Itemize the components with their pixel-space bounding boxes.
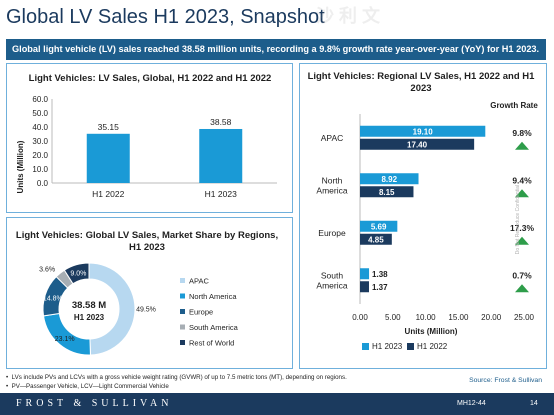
chart-title-line-2: H1 2023 (129, 242, 165, 253)
data-label: 17.40 (407, 140, 428, 149)
growth-up-arrow-icon (515, 284, 529, 293)
y-tick-label: 40.0 (32, 123, 48, 132)
side-note: Do Not Reproduce Confidential (515, 185, 521, 255)
slice-label-rest-of-world: 9.0% (70, 271, 86, 278)
category-label-europe: Europe (318, 228, 346, 238)
growth-up-arrow-icon (515, 189, 529, 198)
legend-label-h1-2022: H1 2022 (417, 342, 448, 351)
y-tick-label: 60.0 (32, 95, 48, 104)
slice-label-europe: 14.8% (43, 295, 63, 302)
market-share-panel: Light Vehicles: Global LV Sales, Market … (6, 217, 293, 369)
data-label: 35.15 (98, 122, 120, 132)
x-tick-label: 10.00 (416, 313, 437, 322)
bar-europe-h1-2023 (360, 220, 398, 232)
category-label-north-america: America (316, 185, 347, 195)
y-tick-label: 10.0 (32, 165, 48, 174)
legend-label-rest-of-world: Rest of World (189, 339, 234, 348)
legend-label-europe: Europe (189, 308, 213, 317)
bar-europe-h1-2022 (360, 233, 392, 245)
growth-rate-apac: 9.8% (512, 128, 532, 138)
legend-label-south-america: South America (189, 323, 239, 332)
legend-swatch-h1-2023 (362, 343, 369, 350)
footnote-1: • LVs include PVs and LCVs with a gross … (6, 374, 347, 381)
legend-label-apac: APAC (189, 277, 209, 286)
category-label-south-america: South (321, 270, 343, 280)
legend-swatch-apac (180, 278, 185, 283)
legend-swatch-north-america (180, 293, 185, 299)
chart-title-line-1: Light Vehicles: Regional LV Sales, H1 20… (308, 71, 536, 82)
y-tick-label: 30.0 (32, 137, 48, 146)
y-axis-label: Units (Million) (16, 140, 25, 193)
x-tick-label: 5.00 (385, 313, 401, 322)
category-label-south-america: America (316, 280, 347, 290)
growth-rate-south-america: 0.7% (512, 270, 532, 280)
market-share-chart: Light Vehicles: Global LV Sales, Market … (16, 230, 278, 356)
summary-banner: Global light vehicle (LV) sales reached … (6, 39, 546, 60)
x-tick-label: 0.00 (352, 313, 368, 322)
document-code: MH12-44 (457, 400, 486, 407)
footnote-2-text: PV—Passenger Vehicle, LCV—Light Commerci… (11, 383, 169, 390)
bar-h1-2022 (86, 133, 130, 183)
footer-bar: FROST & SULLIVAN MH12-44 14 (0, 393, 554, 415)
bar-apac-h1-2022 (360, 138, 475, 150)
growth-rate-europe: 17.3% (510, 223, 535, 233)
x-tick-label: H1 2023 (205, 189, 237, 199)
growth-up-arrow-icon (515, 141, 529, 150)
slice-apac (88, 262, 136, 356)
growth-up-arrow-icon (515, 236, 529, 245)
y-tick-label: 50.0 (32, 109, 48, 118)
data-label: 4.85 (368, 235, 384, 244)
slice-label-south-america: 3.6% (39, 266, 55, 273)
x-tick-label: 25.00 (514, 313, 535, 322)
x-tick-label: H1 2022 (92, 189, 124, 199)
data-label: 8.92 (381, 175, 397, 184)
category-label-north-america: North (322, 175, 343, 185)
source-note: Source: Frost & Sullivan (469, 377, 542, 384)
y-tick-label: 0.0 (37, 179, 49, 188)
x-tick-label: 15.00 (448, 313, 469, 322)
bar-south-america-h1-2022 (360, 281, 369, 293)
global-sales-chart: Light Vehicles: LV Sales, Global, H1 202… (16, 73, 277, 199)
data-label: 38.58 (210, 117, 232, 127)
bar-north-america-h1-2023 (360, 173, 419, 185)
category-label-apac: APAC (321, 133, 344, 143)
brand-logo-text: FROST & SULLIVAN (16, 398, 173, 409)
slice-rest-of-world (63, 262, 90, 285)
legend-swatch-h1-2022 (407, 343, 414, 350)
chart-title: Light Vehicles: LV Sales, Global, H1 202… (29, 73, 272, 84)
data-label: 8.15 (379, 188, 395, 197)
footnote-2: • PV—Passenger Vehicle, LCV—Light Commer… (6, 383, 169, 390)
x-axis-label: Units (Million) (405, 327, 458, 336)
legend-swatch-south-america (180, 324, 185, 330)
legend-swatch-europe (180, 309, 185, 314)
legend-swatch-rest-of-world (180, 340, 185, 345)
data-label: 1.38 (372, 270, 388, 279)
legend-label-h1-2023: H1 2023 (372, 342, 403, 351)
watermark: 沙 利 文 (316, 6, 381, 26)
page-number: 14 (530, 400, 538, 407)
bar-south-america-h1-2023 (360, 268, 370, 280)
data-label: 1.37 (372, 283, 388, 292)
footnote-1-text: LVs include PVs and LCVs with a gross ve… (11, 374, 347, 381)
data-label: 5.69 (371, 222, 387, 231)
bar-north-america-h1-2022 (360, 186, 414, 198)
slice-label-apac: 49.5% (136, 306, 156, 313)
bar-apac-h1-2023 (360, 125, 486, 137)
y-tick-label: 20.0 (32, 151, 48, 160)
bar-h1-2023 (199, 128, 243, 183)
page-title: Global LV Sales H1 2023, Snapshot (6, 6, 325, 28)
chart-title-line-2: 2023 (410, 83, 431, 94)
slice-label-north-america: 23.1% (55, 336, 75, 343)
donut-center-label: H1 2023 (74, 313, 105, 322)
legend-label-north-america: North America (189, 292, 237, 301)
global-sales-panel: Light Vehicles: LV Sales, Global, H1 202… (6, 63, 293, 213)
donut-center-value: 38.58 M (72, 300, 106, 311)
regional-sales-panel: Light Vehicles: Regional LV Sales, H1 20… (299, 63, 547, 369)
growth-rate-header: Growth Rate (490, 101, 538, 110)
regional-sales-chart: Light Vehicles: Regional LV Sales, H1 20… (308, 71, 539, 351)
growth-rate-north-america: 9.4% (512, 175, 532, 185)
data-label: 19.10 (413, 127, 434, 136)
chart-title-line-1: Light Vehicles: Global LV Sales, Market … (16, 230, 278, 241)
x-tick-label: 20.00 (481, 313, 502, 322)
